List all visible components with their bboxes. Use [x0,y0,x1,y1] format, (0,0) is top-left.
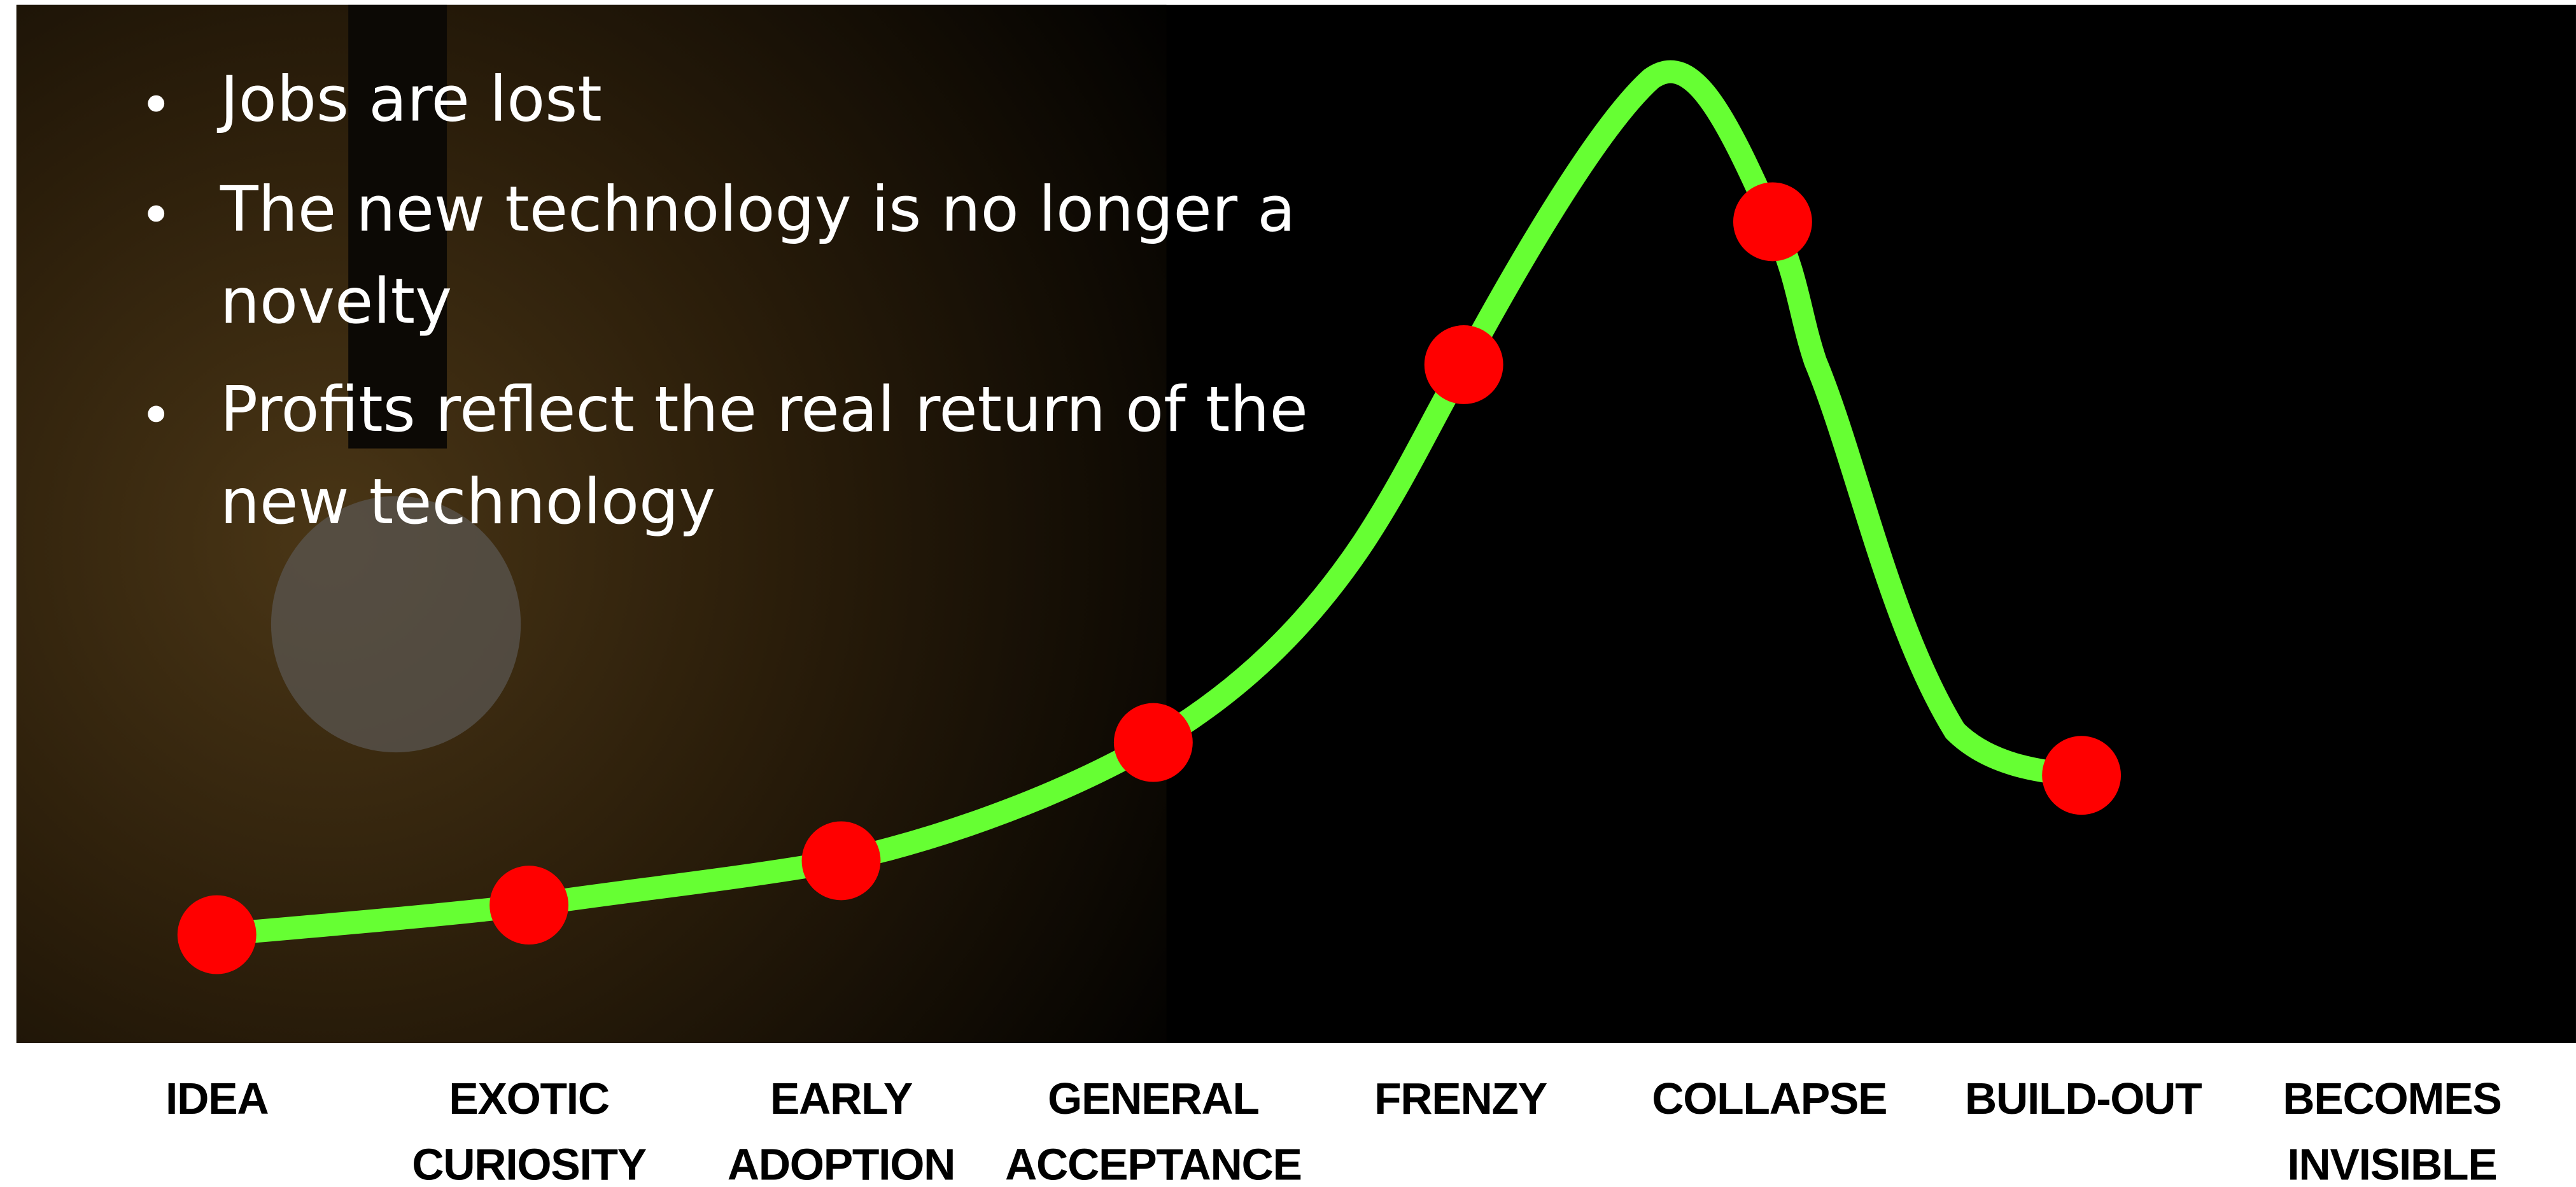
bullet-dot [148,206,164,222]
stage-label: EARLY [770,1074,913,1123]
stage-label: BECOMES [2283,1074,2501,1123]
stage-label: CURIOSITY [412,1139,647,1187]
dot [1425,325,1503,404]
bullet-text: Profits reflect the real return of the [220,374,1308,446]
dot [178,896,257,974]
dot [2042,736,2121,815]
bullet-dot [148,95,164,112]
stage-label: ACCEPTANCE [1005,1139,1302,1187]
dot [1733,182,1812,261]
stage-label: FRENZY [1374,1074,1547,1123]
bullet-text: Jobs are lost [216,63,602,136]
stage-label: EXOTIC [449,1074,609,1123]
stage-label: GENERAL [1048,1074,1259,1123]
dot [489,866,568,945]
dot [1114,703,1193,782]
page: {"bullets": [["Jobs are lost"], ["The ne… [0,0,2576,1187]
stage-label: BUILD-OUT [1965,1074,2202,1123]
bullet-text: The new technology is no longer a [220,173,1295,246]
slide: Jobs are lost The new technology is no lo… [0,0,2576,1187]
stage-label: COLLAPSE [1652,1074,1887,1123]
stage-label: INVISIBLE [2287,1139,2496,1187]
bullet-text: novelty [220,265,452,338]
bullet-text: new technology [220,466,715,538]
stage-label: IDEA [165,1074,268,1123]
bullet-dot [148,405,164,422]
stage-label: ADOPTION [728,1139,955,1187]
dot [802,821,881,900]
